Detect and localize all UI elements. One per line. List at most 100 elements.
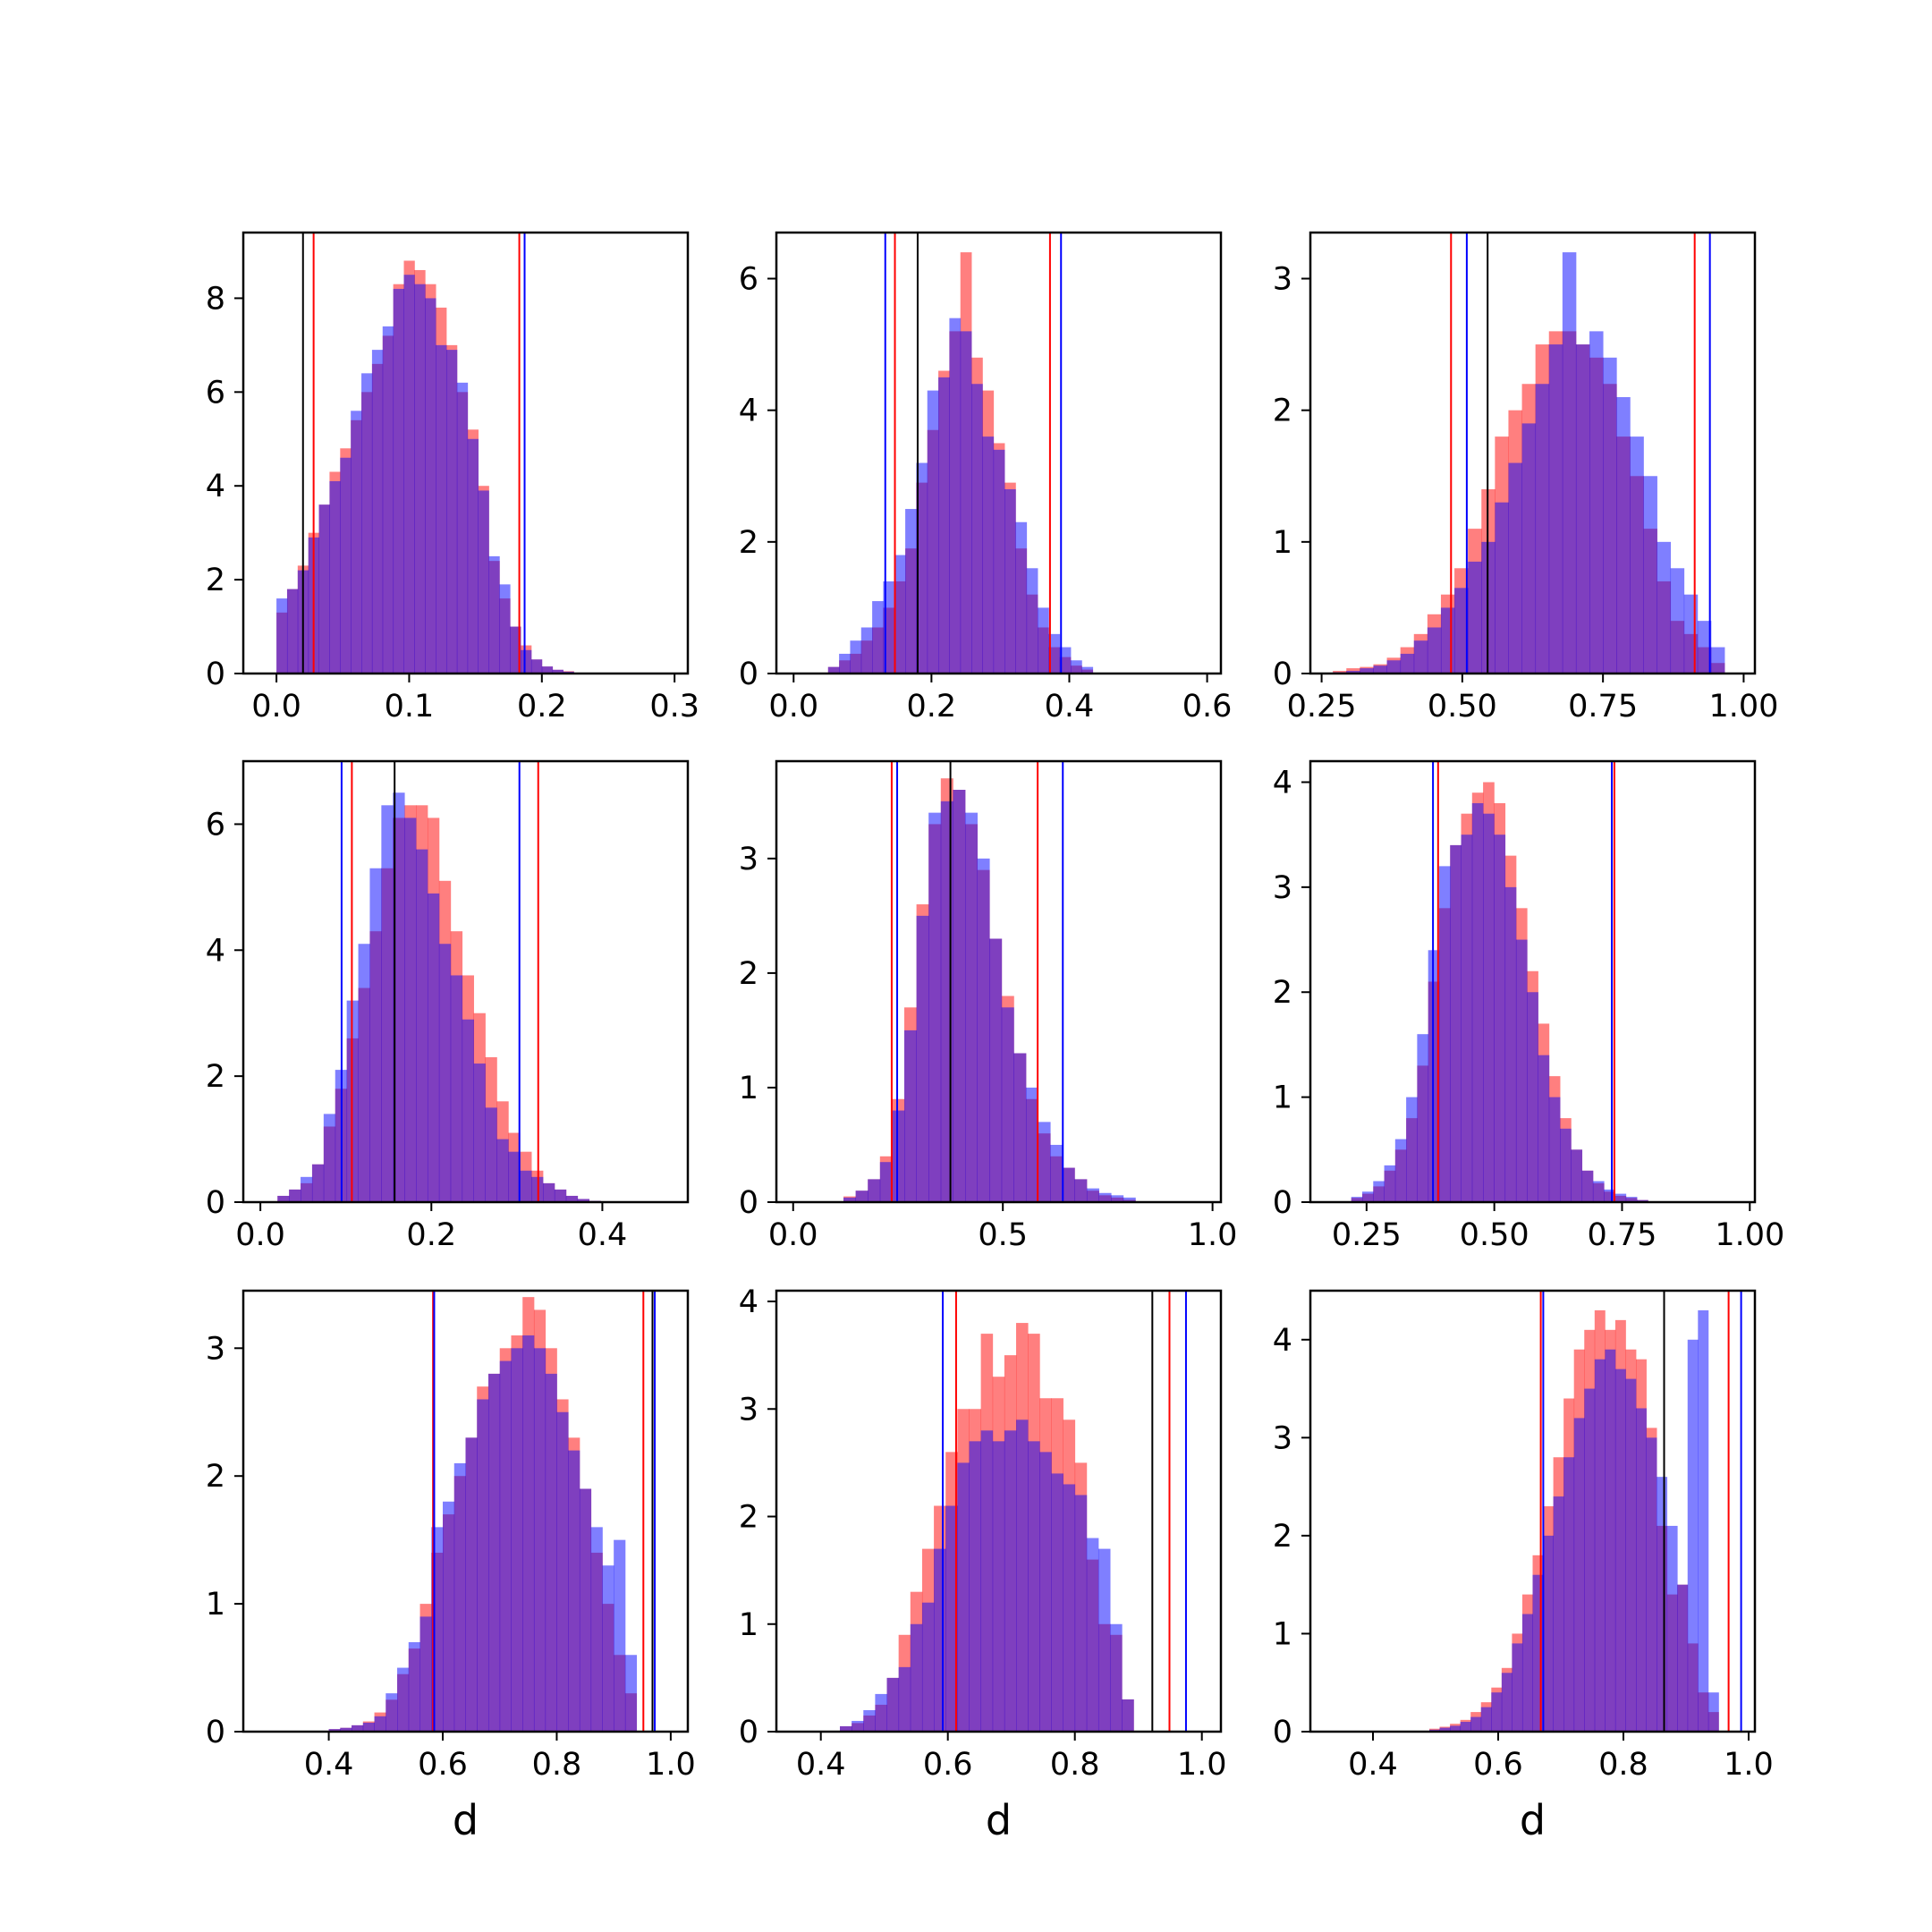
blue-histogram-bar (850, 640, 862, 674)
blue-histogram-bar (879, 1162, 893, 1202)
blue-histogram-bar (1562, 252, 1577, 674)
blue-histogram-bar (462, 1019, 474, 1202)
plot-area (840, 1291, 1187, 1732)
x-tick-label: 0.50 (1428, 689, 1497, 724)
y-tick-label: 4 (739, 1284, 758, 1320)
blue-histogram-bar (614, 1539, 626, 1732)
blue-histogram-bar (1616, 396, 1631, 674)
blue-histogram-bar (1521, 1614, 1533, 1732)
blue-histogram-bar (960, 331, 972, 674)
blue-histogram-bar (403, 275, 415, 674)
blue-histogram-bar (533, 1348, 547, 1732)
blue-histogram-bar (487, 1373, 501, 1732)
blue-histogram-bar (323, 1114, 336, 1202)
blue-histogram-bar (1605, 1349, 1616, 1732)
blue-histogram-bar (478, 490, 489, 674)
blue-histogram-bar (393, 288, 404, 674)
blue-histogram-bar (875, 1693, 887, 1732)
blue-histogram-bar (1494, 835, 1506, 1202)
plot-area (328, 1291, 657, 1732)
blue-histogram-bar (1683, 594, 1699, 674)
blue-histogram-bar (1038, 607, 1049, 674)
blue-histogram-bar (579, 1488, 592, 1732)
y-tick-label: 6 (206, 375, 225, 411)
x-tick-label: 0.6 (923, 1747, 973, 1783)
blue-histogram-bar (1512, 1643, 1523, 1732)
subplot-2-3: 0.25 0.50 0.75 1.00 0 1 2 3 4 (1273, 759, 1784, 1253)
subplot-1-3: 0.25 0.50 0.75 1.00 0 1 2 3 (1273, 231, 1778, 724)
blue-histogram-bar (552, 669, 564, 674)
blue-histogram-bar (1454, 588, 1469, 674)
subplot-3-1: 0.4 0.6 0.8 1.0 0 1 2 3 d (206, 1289, 696, 1844)
y-tick-label: 1 (739, 1607, 758, 1643)
blue-histogram-bar (993, 449, 1005, 674)
blue-histogram-bar (510, 626, 521, 674)
y-tick-label: 1 (1273, 525, 1292, 561)
blue-histogram-bar (456, 382, 469, 674)
x-tick-label: 0.6 (418, 1747, 468, 1783)
x-tick-label: 1.00 (1715, 1217, 1784, 1253)
blue-histogram-bar (438, 944, 452, 1202)
x-tick-label: 0.4 (304, 1747, 354, 1783)
y-tick-label: 2 (206, 1459, 225, 1495)
blue-histogram-bar (329, 480, 341, 674)
blue-histogram-bar (1450, 1725, 1462, 1732)
blue-histogram-bar (840, 1725, 852, 1732)
x-tick-label: 1.0 (646, 1747, 696, 1783)
blue-histogram-bar (1495, 502, 1509, 674)
plot-area (1351, 761, 1648, 1202)
x-tick-label: 0.4 (1348, 1747, 1398, 1783)
blue-histogram-bar (1543, 1535, 1554, 1732)
y-tick-label: 3 (739, 842, 758, 877)
blue-histogram-bar (1384, 1165, 1396, 1202)
x-tick-label: 0.8 (532, 1747, 582, 1783)
blue-histogram-bar (860, 627, 873, 674)
blue-histogram-bar (496, 1139, 509, 1202)
x-tick-label: 0.75 (1588, 1217, 1657, 1253)
blue-histogram-bar (554, 1189, 567, 1202)
x-tick-label: 0.3 (649, 689, 699, 724)
blue-histogram (827, 318, 1094, 674)
y-tick-label: 4 (739, 394, 758, 429)
blue-histogram-bar (1440, 607, 1455, 674)
blue-histogram-bar (450, 975, 463, 1202)
blue-histogram-bar (964, 812, 978, 1202)
blue-histogram-bar (1504, 886, 1517, 1202)
blue-histogram-bar (1074, 1179, 1088, 1202)
blue-histogram-bar (1417, 1034, 1429, 1202)
blue-histogram-bar (894, 555, 906, 674)
blue-histogram-bar (1460, 1722, 1471, 1732)
y-tick-label: 0 (739, 1715, 758, 1750)
y-tick-label: 1 (739, 1071, 758, 1106)
blue-histogram-bar (1501, 1673, 1513, 1732)
blue-histogram-bar (393, 792, 405, 1202)
axes-frame (775, 231, 1223, 675)
blue-histogram-bar (1614, 1193, 1627, 1202)
blue-histogram-bar (989, 938, 1003, 1202)
blue-histogram-bar (1059, 647, 1072, 674)
blue-histogram (1429, 1309, 1719, 1732)
blue-histogram-bar (1016, 1419, 1029, 1732)
blue-histogram-bar (473, 1063, 486, 1202)
blue-histogram-bar (1508, 462, 1522, 674)
plot-area (1333, 233, 1725, 674)
blue-histogram-bar (361, 373, 373, 674)
blue-histogram-bar (1592, 1181, 1605, 1202)
blue-histogram-bar (522, 1335, 535, 1732)
blue-histogram-bar (488, 555, 500, 674)
blue-histogram-bar (1098, 1192, 1112, 1202)
x-tick-label: 0.4 (578, 1217, 628, 1253)
blue-histogram-bar (1707, 1692, 1719, 1732)
blue-histogram-bar (408, 1641, 420, 1732)
blue-histogram-bar (1346, 671, 1360, 674)
y-tick-label: 2 (1273, 394, 1292, 429)
plot-area (277, 761, 601, 1202)
subplot-1-2: 0.0 0.2 0.4 0.6 0 2 4 6 (739, 231, 1232, 724)
blue-histogram-bar (545, 1373, 557, 1732)
blue-histogram-bar (1697, 621, 1712, 674)
blue-histogram-bar (1461, 835, 1473, 1202)
blue-histogram-bar (362, 1723, 375, 1732)
blue-histogram-bar (898, 1666, 911, 1732)
blue-histogram-bar (369, 868, 382, 1202)
blue-histogram-bar (499, 584, 511, 674)
